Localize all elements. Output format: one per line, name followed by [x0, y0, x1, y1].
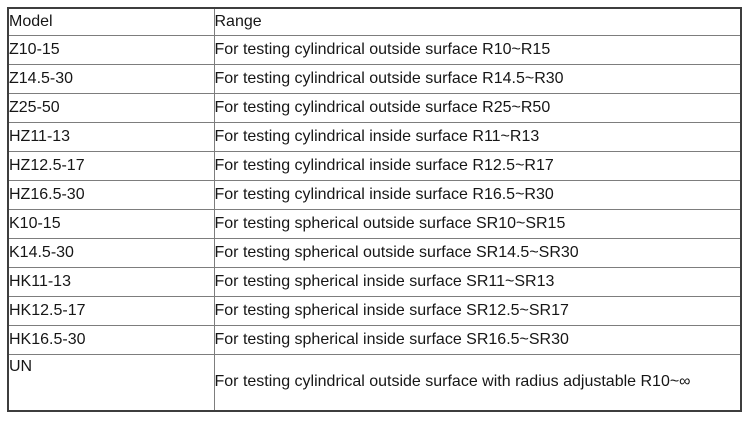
range-cell: For testing spherical inside surface SR1…	[213, 266, 742, 297]
range-cell: For testing cylindrical inside surface R…	[213, 150, 742, 181]
range-cell: For testing cylindrical outside surface …	[213, 353, 742, 412]
model-cell: Z10-15	[7, 34, 215, 65]
model-cell: HK16.5-30	[7, 324, 215, 355]
table-row: HZ11-13 For testing cylindrical inside s…	[7, 121, 742, 152]
range-cell: For testing cylindrical inside surface R…	[213, 179, 742, 210]
table-row: HZ16.5-30 For testing cylindrical inside…	[7, 179, 742, 210]
table-row: Z25-50 For testing cylindrical outside s…	[7, 92, 742, 123]
table-header-row: Model Range	[7, 7, 742, 36]
model-cell: UN	[7, 353, 215, 412]
model-cell: HZ16.5-30	[7, 179, 215, 210]
model-range-table: Model Range Z10-15 For testing cylindric…	[7, 7, 742, 412]
table-row: K10-15 For testing spherical outside sur…	[7, 208, 742, 239]
model-cell: HK11-13	[7, 266, 215, 297]
column-header-model: Model	[7, 7, 215, 36]
column-header-range: Range	[213, 7, 742, 36]
model-cell: HZ11-13	[7, 121, 215, 152]
table-row: HK11-13 For testing spherical inside sur…	[7, 266, 742, 297]
model-cell: K14.5-30	[7, 237, 215, 268]
model-cell: Z14.5-30	[7, 63, 215, 94]
table-row: UN For testing cylindrical outside surfa…	[7, 353, 742, 412]
model-cell: HZ12.5-17	[7, 150, 215, 181]
table-row: HK16.5-30 For testing spherical inside s…	[7, 324, 742, 355]
model-cell: HK12.5-17	[7, 295, 215, 326]
range-cell: For testing spherical outside surface SR…	[213, 237, 742, 268]
table-row: HK12.5-17 For testing spherical inside s…	[7, 295, 742, 326]
table-row: K14.5-30 For testing spherical outside s…	[7, 237, 742, 268]
model-cell: K10-15	[7, 208, 215, 239]
model-cell: Z25-50	[7, 92, 215, 123]
range-cell: For testing cylindrical outside surface …	[213, 34, 742, 65]
range-cell: For testing cylindrical outside surface …	[213, 92, 742, 123]
table-row: Z14.5-30 For testing cylindrical outside…	[7, 63, 742, 94]
range-cell: For testing cylindrical outside surface …	[213, 63, 742, 94]
page: Model Range Z10-15 For testing cylindric…	[0, 7, 750, 443]
range-cell: For testing spherical inside surface SR1…	[213, 324, 742, 355]
range-cell: For testing cylindrical inside surface R…	[213, 121, 742, 152]
table-row: HZ12.5-17 For testing cylindrical inside…	[7, 150, 742, 181]
range-cell: For testing spherical inside surface SR1…	[213, 295, 742, 326]
range-cell: For testing spherical outside surface SR…	[213, 208, 742, 239]
table-row: Z10-15 For testing cylindrical outside s…	[7, 34, 742, 65]
